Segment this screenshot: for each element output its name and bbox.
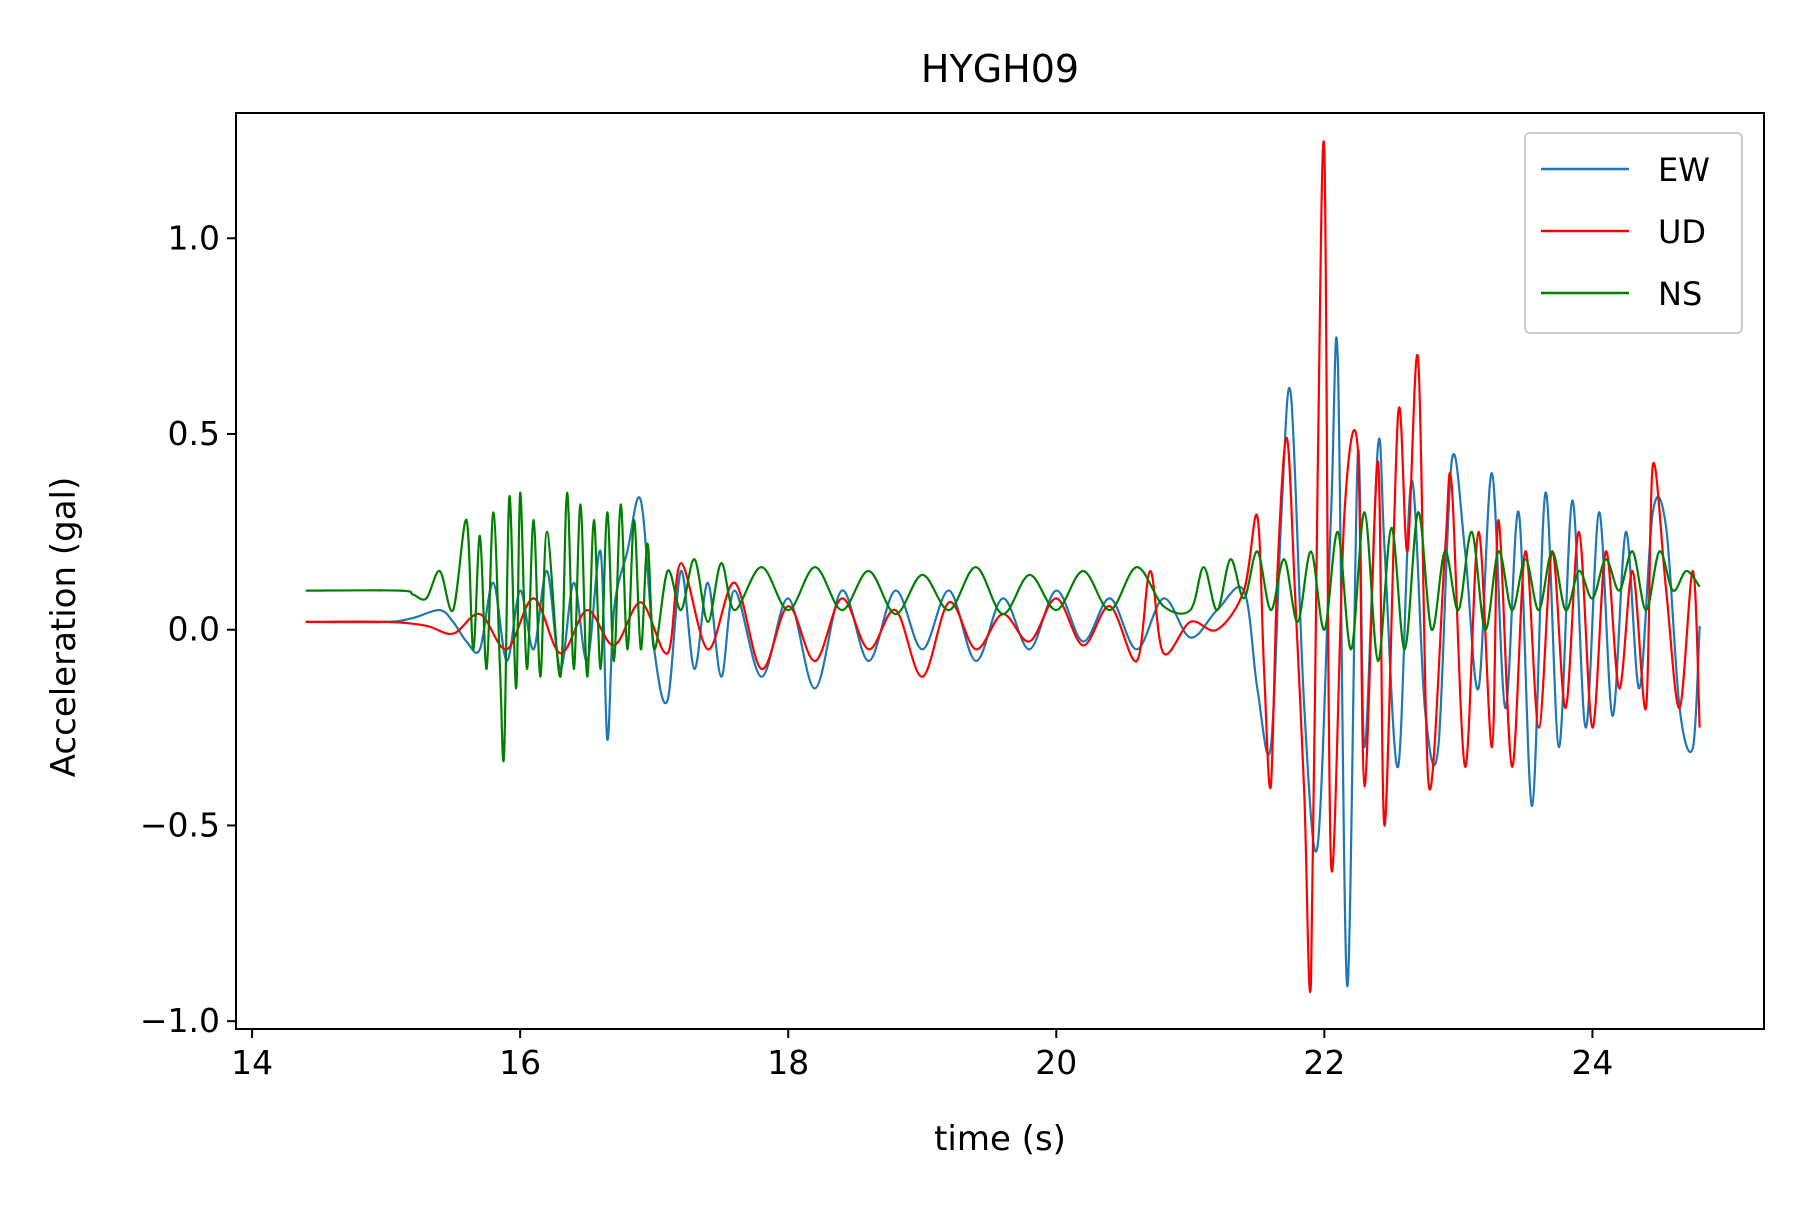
legend-box (1524, 132, 1743, 334)
y-tick-label: −0.5 (140, 805, 220, 844)
x-axis: 14 16 18 20 22 24 (231, 1029, 1613, 1082)
legend-label-ud: UD (1658, 213, 1706, 251)
y-tick-label: 1.0 (168, 218, 220, 257)
x-axis-label: time (s) (934, 1119, 1066, 1159)
chart-title: HYGH09 (921, 47, 1079, 91)
series-layer (305, 140, 1701, 993)
x-tick-label: 22 (1303, 1043, 1345, 1082)
series-line-ns (305, 491, 1701, 763)
x-tick-label: 20 (1035, 1043, 1077, 1082)
legend-label-ns: NS (1658, 275, 1702, 313)
x-tick-label: 24 (1571, 1043, 1613, 1082)
x-tick-label: 18 (767, 1043, 809, 1082)
y-tick-label: 0.0 (168, 610, 220, 649)
x-tick-label: 16 (499, 1043, 541, 1082)
y-axis-label: Acceleration (gal) (44, 477, 84, 777)
plot-frame (235, 112, 1765, 1030)
legend: EW UD NS (1524, 132, 1743, 334)
y-axis: −1.0 −0.5 0.0 0.5 1.0 (140, 218, 236, 1040)
y-tick-label: 0.5 (168, 414, 220, 453)
x-tick-label: 14 (231, 1043, 273, 1082)
legend-label-ew: EW (1658, 151, 1710, 189)
y-tick-label: −1.0 (140, 1001, 220, 1040)
